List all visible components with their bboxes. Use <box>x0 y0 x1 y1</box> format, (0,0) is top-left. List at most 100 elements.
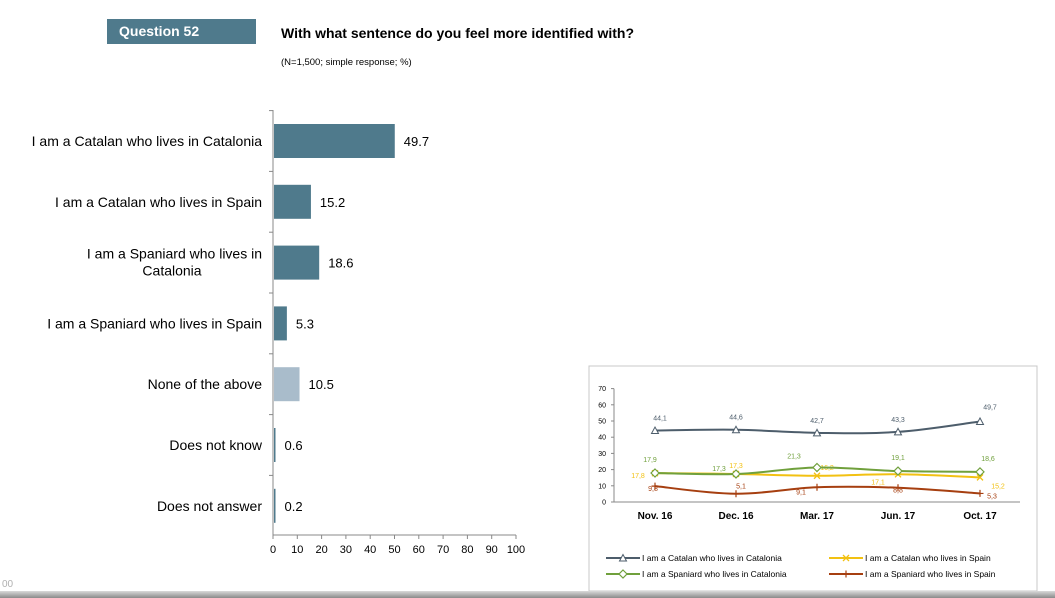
series-data-label: 17,1 <box>871 479 885 486</box>
line-x-tick-label: Mar. 17 <box>800 511 834 522</box>
bar-x-tick-label: 100 <box>507 544 525 556</box>
series-data-label: 43,3 <box>891 417 905 424</box>
series-data-label: 5,1 <box>736 484 746 491</box>
bar-x-tick-label: 90 <box>486 544 498 556</box>
legend-item-0: I am a Catalan who lives in Catalonia <box>606 553 782 563</box>
series-data-label: 5,3 <box>987 493 997 500</box>
bar-category-label: Does not know <box>169 437 262 453</box>
series-data-label: 21,3 <box>787 453 801 460</box>
series-data-label: 49,7 <box>983 404 997 411</box>
series-point <box>975 416 985 425</box>
line-y-tick-label: 40 <box>598 435 606 442</box>
bar-x-tick-label: 70 <box>437 544 449 556</box>
bar-category-label: None of the above <box>148 376 263 392</box>
bar-1 <box>274 184 311 219</box>
bar-value-label: 49.7 <box>404 134 429 149</box>
series-point <box>976 489 984 497</box>
series-point <box>893 466 903 476</box>
page-number: 00 <box>2 579 14 590</box>
bar-x-tick-label: 50 <box>388 544 400 556</box>
bar-value-label: 10.5 <box>309 377 334 392</box>
bar-value-label: 18.6 <box>328 256 353 271</box>
series-point <box>650 426 660 435</box>
series-point <box>812 462 822 473</box>
series-data-label: 9,8 <box>648 486 658 493</box>
series-point <box>731 469 741 479</box>
series-data-label: 15,2 <box>991 483 1005 490</box>
series-data-label: 17,9 <box>643 457 657 464</box>
line-y-tick-label: 20 <box>598 467 606 474</box>
legend-marker <box>842 570 850 578</box>
series-point <box>975 467 985 477</box>
bar-value-label: 0.2 <box>285 499 303 514</box>
line-y-tick-label: 30 <box>598 451 606 458</box>
bar-x-tick-label: 80 <box>461 544 473 556</box>
bar-x-tick-label: 10 <box>291 544 303 556</box>
series-data-label: 17,8 <box>631 473 645 480</box>
line-x-tick-label: Nov. 16 <box>638 511 673 522</box>
bar-x-tick-label: 60 <box>413 544 425 556</box>
series-point <box>731 425 741 434</box>
line-series-0: 44,1 44,6 42,7 43,3 49,7 <box>650 404 997 437</box>
bar-category-label: I am a Spaniard who lives in <box>87 246 262 262</box>
line-y-tick-label: 70 <box>598 386 606 393</box>
line-x-tick-label: Oct. 17 <box>963 511 997 522</box>
line-chart-frame <box>588 365 1038 592</box>
line-y-tick-label: 60 <box>598 402 606 409</box>
bar-value-label: 0.6 <box>285 438 303 453</box>
bar-2 <box>274 245 320 280</box>
legend-marker <box>618 569 628 579</box>
series-point <box>893 427 903 436</box>
line-x-tick-label: Dec. 16 <box>718 511 753 522</box>
series-point <box>813 472 821 480</box>
series-data-label: 42,7 <box>810 418 824 425</box>
bar-category-label: I am a Spaniard who lives in Spain <box>47 315 262 331</box>
bar-3 <box>274 306 287 341</box>
bar-x-tick-label: 40 <box>364 544 376 556</box>
bar-5 <box>274 428 276 462</box>
series-point <box>650 468 660 478</box>
series-data-label: 17,3 <box>729 463 743 470</box>
series-data-label: 8,8 <box>893 488 903 495</box>
question-title: With what sentence do you feel more iden… <box>281 25 635 41</box>
bar-x-tick-label: 30 <box>340 544 352 556</box>
legend-label: I am a Spaniard who lives in Spain <box>865 569 996 579</box>
bar-x-tick-label: 20 <box>315 544 327 556</box>
bar-value-label: 15.2 <box>320 195 345 210</box>
series-data-label: 19,1 <box>891 455 905 462</box>
question-badge: Question 52 <box>107 19 256 44</box>
legend-item-3: I am a Spaniard who lives in Spain <box>829 569 996 579</box>
bar-x-tick-label: 0 <box>270 544 276 556</box>
legend-label: I am a Catalan who lives in Spain <box>865 553 991 563</box>
legend-item-2: I am a Spaniard who lives in Catalonia <box>606 569 787 579</box>
line-x-tick-label: Jun. 17 <box>881 511 916 522</box>
bar-category-label: I am a Catalan who lives in Catalonia <box>32 133 263 149</box>
line-series-3: 9,8 5,1 9,1 8,8 5,3 <box>648 482 997 500</box>
bar-4 <box>274 367 300 402</box>
bar-category-label: I am a Catalan who lives in Spain <box>55 194 262 210</box>
line-y-tick-label: 0 <box>602 500 606 507</box>
series-data-label: 44,6 <box>729 415 743 422</box>
series-data-label: 9,1 <box>796 489 806 496</box>
series-data-label: 44,1 <box>653 416 667 423</box>
legend-marker <box>618 553 628 562</box>
series-data-label: 17,3 <box>712 466 726 473</box>
series-point <box>812 428 822 437</box>
bar-6 <box>274 488 276 523</box>
bar-category-label: Catalonia <box>142 263 201 279</box>
footer-bar <box>0 591 1055 598</box>
legend-label: I am a Catalan who lives in Catalonia <box>642 553 782 563</box>
legend-marker <box>842 554 850 562</box>
bar-0 <box>274 124 395 158</box>
series-point <box>651 482 659 490</box>
line-y-tick-label: 50 <box>598 419 606 426</box>
series-point <box>894 484 902 492</box>
line-y-tick-label: 10 <box>598 483 606 490</box>
legend-item-1: I am a Catalan who lives in Spain <box>829 553 991 563</box>
series-point <box>813 483 821 491</box>
line-series-2: 17,9 17,3 21,3 19,1 18,6 <box>643 453 995 479</box>
legend-label: I am a Spaniard who lives in Catalonia <box>642 569 787 579</box>
bar-value-label: 5.3 <box>296 316 314 331</box>
